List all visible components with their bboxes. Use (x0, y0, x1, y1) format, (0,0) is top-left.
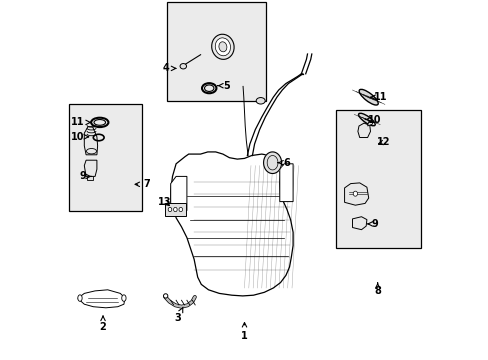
Bar (336, 110, 420, 248)
Ellipse shape (179, 207, 182, 212)
Text: 9: 9 (367, 219, 377, 229)
Polygon shape (78, 290, 125, 308)
Polygon shape (279, 164, 292, 202)
Polygon shape (367, 121, 373, 126)
Polygon shape (164, 203, 186, 216)
Text: 8: 8 (373, 283, 380, 296)
Text: 11: 11 (370, 92, 386, 102)
Text: 9: 9 (79, 171, 91, 181)
Text: 7: 7 (135, 179, 150, 189)
Text: 3: 3 (174, 307, 183, 323)
Text: 11: 11 (71, 117, 90, 127)
Bar (69, 104, 142, 211)
Ellipse shape (78, 295, 82, 301)
Ellipse shape (211, 34, 234, 59)
Ellipse shape (352, 191, 357, 196)
Ellipse shape (215, 38, 230, 56)
Polygon shape (170, 152, 292, 296)
Polygon shape (87, 176, 92, 180)
Text: 6: 6 (278, 158, 290, 168)
Ellipse shape (163, 294, 167, 298)
Text: 10: 10 (365, 114, 381, 125)
Ellipse shape (180, 63, 186, 69)
Ellipse shape (358, 89, 377, 105)
Text: 5: 5 (217, 81, 229, 91)
Text: 13: 13 (158, 197, 171, 207)
Ellipse shape (122, 295, 126, 301)
Text: 4: 4 (163, 63, 175, 73)
Text: 1: 1 (241, 323, 247, 341)
Ellipse shape (256, 98, 264, 104)
Polygon shape (357, 123, 370, 138)
Polygon shape (170, 176, 186, 211)
Polygon shape (344, 183, 368, 205)
Polygon shape (84, 127, 98, 155)
Ellipse shape (219, 42, 226, 52)
Polygon shape (263, 152, 281, 174)
Bar (167, 2, 265, 101)
Ellipse shape (173, 207, 177, 212)
Ellipse shape (168, 207, 171, 212)
Ellipse shape (358, 113, 374, 126)
Text: 10: 10 (71, 132, 88, 142)
Polygon shape (84, 160, 97, 176)
Text: 2: 2 (100, 316, 106, 332)
Text: 12: 12 (377, 137, 390, 147)
Polygon shape (352, 217, 366, 230)
